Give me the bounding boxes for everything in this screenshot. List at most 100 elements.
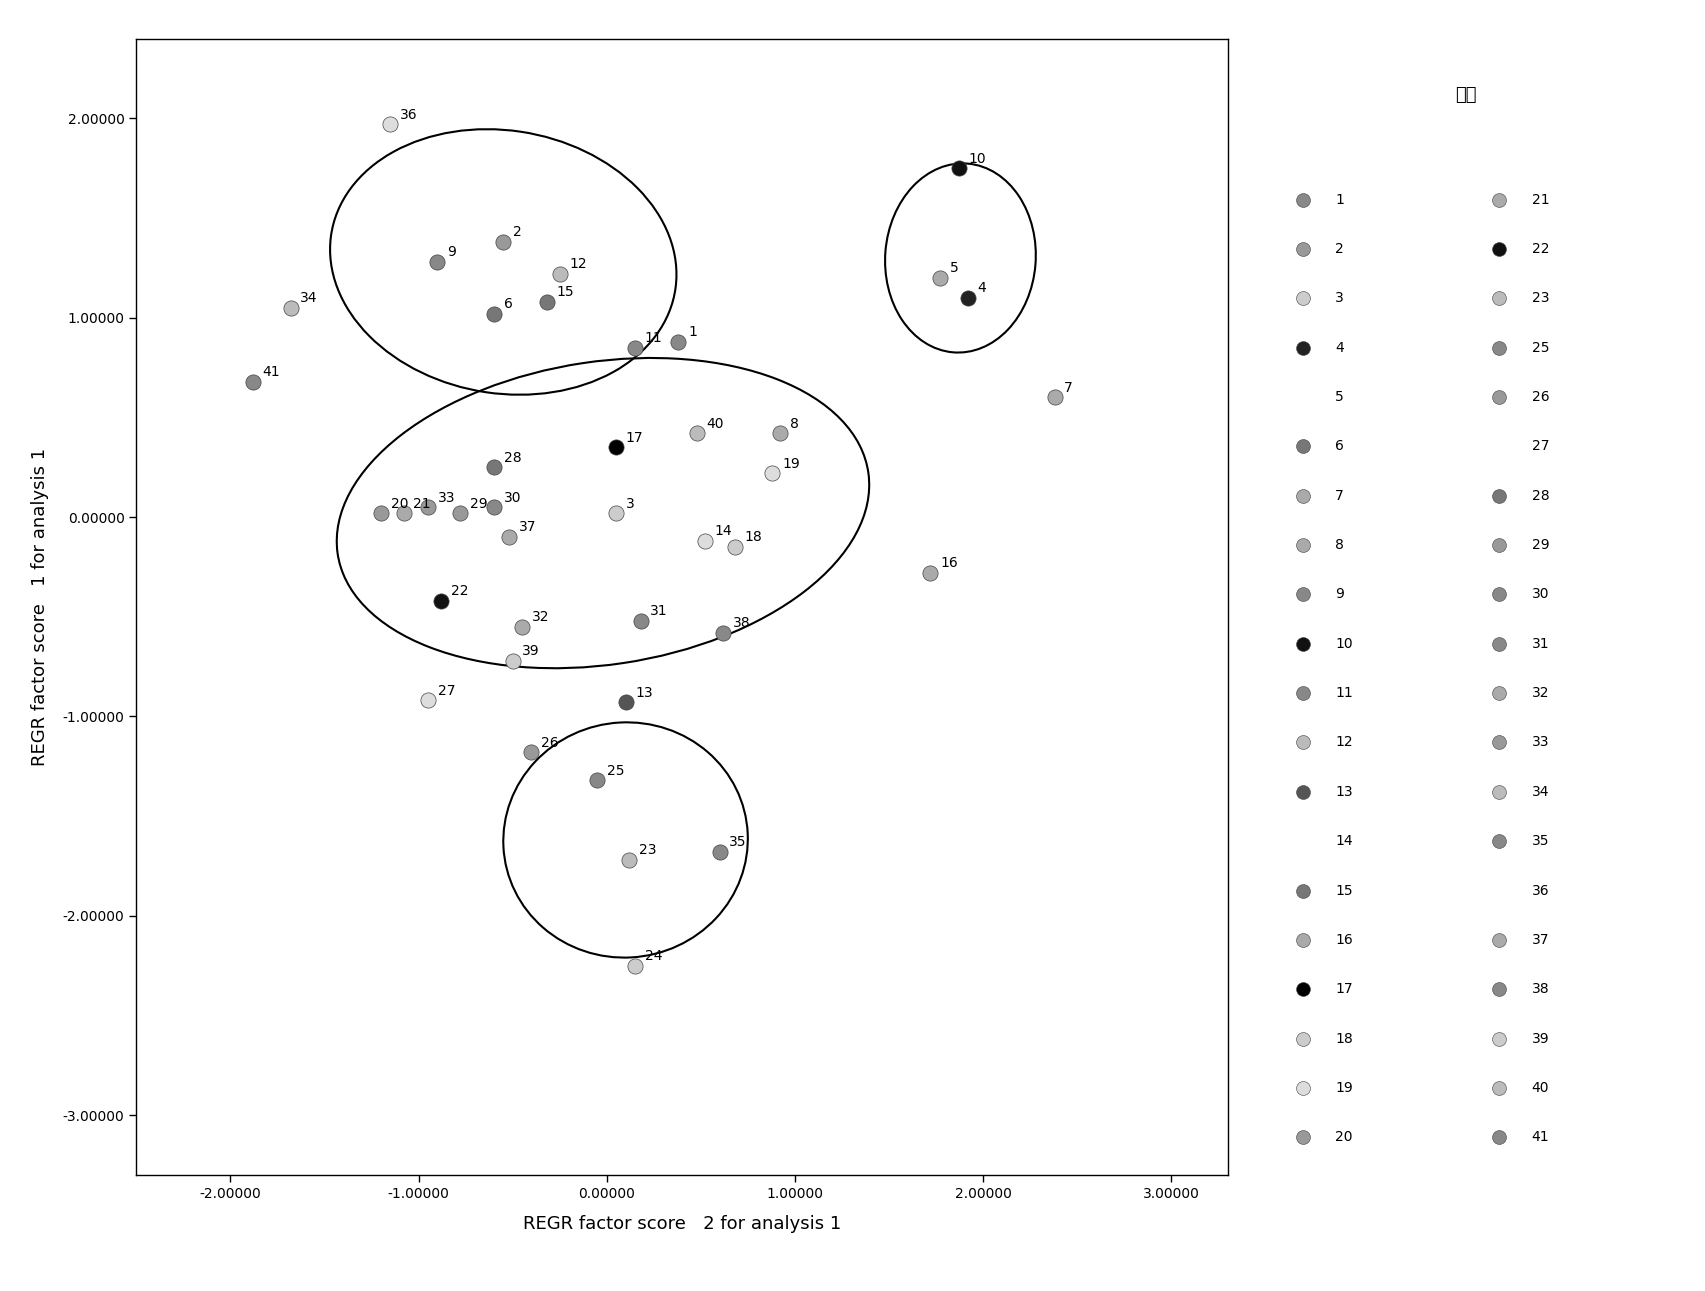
Text: 7: 7: [1335, 489, 1344, 502]
Point: [481, 303, 508, 324]
Text: 9: 9: [1335, 587, 1344, 602]
Point: [684, 423, 711, 444]
Text: 28: 28: [503, 451, 522, 465]
Text: 19: 19: [1335, 1081, 1354, 1095]
Text: 38: 38: [733, 616, 750, 630]
Point: [367, 502, 394, 523]
Text: 26: 26: [1531, 390, 1550, 404]
Point: [1485, 337, 1512, 358]
Text: 29: 29: [1531, 538, 1550, 553]
Text: 2: 2: [513, 226, 522, 239]
Point: [583, 769, 610, 790]
Text: 14: 14: [1335, 834, 1354, 848]
Text: 14: 14: [714, 524, 731, 538]
Text: 41: 41: [263, 365, 280, 380]
Text: 13: 13: [636, 686, 653, 700]
Point: [1289, 683, 1316, 704]
Y-axis label: REGR factor score   1 for analysis 1: REGR factor score 1 for analysis 1: [31, 448, 49, 766]
Point: [627, 611, 655, 631]
Text: 7: 7: [1064, 381, 1072, 395]
Point: [691, 531, 718, 551]
Text: 36: 36: [1531, 883, 1550, 897]
Point: [1485, 485, 1512, 506]
Text: 39: 39: [522, 644, 540, 658]
Text: 41: 41: [1531, 1130, 1550, 1144]
Text: 17: 17: [1335, 982, 1354, 997]
Point: [390, 502, 418, 523]
Point: [489, 231, 517, 252]
Text: 编号: 编号: [1456, 86, 1477, 105]
Text: 1: 1: [1335, 192, 1344, 207]
Text: 15: 15: [556, 285, 575, 300]
Text: 4: 4: [1335, 341, 1344, 355]
Point: [1289, 880, 1316, 901]
Text: 25: 25: [607, 763, 624, 777]
Point: [616, 849, 643, 870]
Text: 31: 31: [1531, 636, 1550, 651]
Point: [425, 252, 452, 272]
Text: 27: 27: [438, 684, 455, 698]
Text: 22: 22: [1531, 241, 1550, 256]
Text: 40: 40: [1531, 1081, 1550, 1095]
Text: 3: 3: [626, 497, 634, 510]
Point: [602, 502, 629, 523]
Point: [1485, 831, 1512, 852]
Point: [706, 842, 733, 862]
Text: 8: 8: [789, 417, 798, 431]
Text: 31: 31: [650, 604, 668, 618]
Point: [1289, 485, 1316, 506]
Text: 26: 26: [540, 736, 559, 750]
Text: 35: 35: [730, 835, 747, 849]
Text: 23: 23: [639, 843, 656, 857]
Text: 2: 2: [1335, 241, 1344, 256]
Point: [1289, 1028, 1316, 1048]
Point: [621, 337, 648, 358]
Point: [428, 590, 455, 611]
Point: [1485, 1078, 1512, 1099]
Text: 8: 8: [1335, 538, 1344, 553]
Point: [1289, 190, 1316, 210]
Point: [481, 497, 508, 518]
Text: 33: 33: [1531, 736, 1550, 750]
Text: 3: 3: [1335, 292, 1344, 306]
Text: 19: 19: [783, 457, 800, 471]
Point: [1289, 732, 1316, 753]
Text: 36: 36: [401, 108, 418, 121]
Text: 33: 33: [438, 491, 455, 505]
Text: 15: 15: [1335, 883, 1354, 897]
Text: 25: 25: [1531, 341, 1550, 355]
Point: [534, 292, 561, 312]
Point: [766, 423, 793, 444]
Text: 21: 21: [413, 497, 431, 510]
Text: 35: 35: [1531, 834, 1550, 848]
Point: [481, 457, 508, 478]
Text: 6: 6: [1335, 439, 1344, 453]
Text: 32: 32: [1531, 686, 1550, 700]
Text: 38: 38: [1531, 982, 1550, 997]
Text: 39: 39: [1531, 1032, 1550, 1046]
Point: [1289, 979, 1316, 999]
Text: 12: 12: [569, 257, 587, 271]
Text: 32: 32: [532, 611, 549, 624]
Text: 37: 37: [1531, 933, 1550, 946]
Text: 28: 28: [1531, 489, 1550, 502]
Point: [1485, 732, 1512, 753]
Text: 16: 16: [1335, 933, 1354, 946]
Text: 13: 13: [1335, 785, 1354, 799]
Text: 12: 12: [1335, 736, 1354, 750]
Text: 23: 23: [1531, 292, 1550, 306]
Point: [1040, 387, 1067, 408]
Point: [1485, 239, 1512, 259]
Point: [612, 692, 639, 713]
Point: [508, 616, 535, 636]
Point: [1485, 1127, 1512, 1148]
Text: 22: 22: [450, 585, 469, 598]
Point: [1289, 337, 1316, 358]
Point: [1289, 436, 1316, 457]
Point: [1289, 239, 1316, 259]
Point: [239, 372, 266, 392]
Point: [276, 297, 303, 318]
Point: [1289, 288, 1316, 309]
Point: [621, 955, 648, 976]
Point: [1485, 979, 1512, 999]
